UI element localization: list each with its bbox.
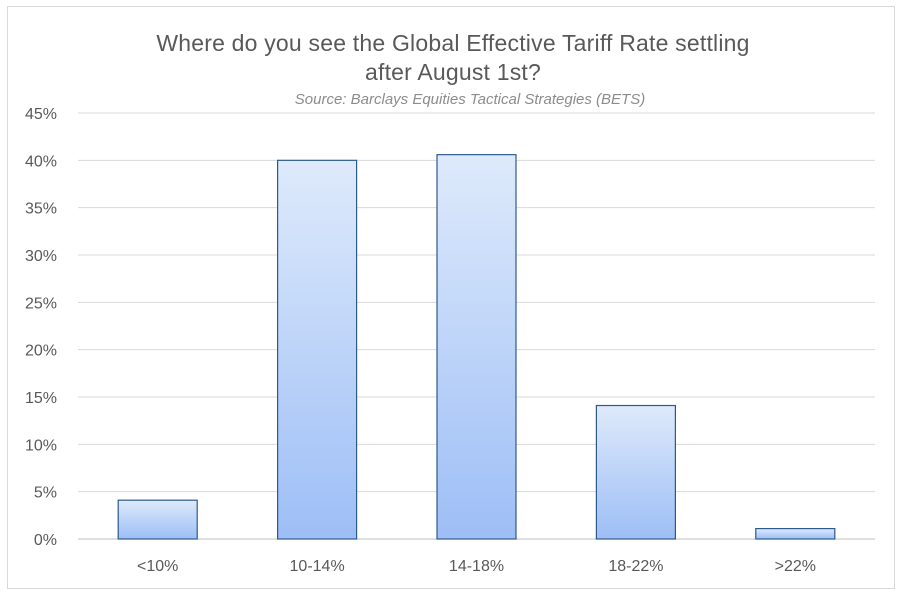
y-tick-label: 5% (34, 485, 57, 502)
bar (277, 159, 358, 540)
bar (755, 527, 836, 540)
bars (117, 154, 836, 540)
bar (595, 404, 677, 540)
y-tick-label: 40% (25, 153, 57, 170)
y-tick-label: 10% (25, 437, 57, 454)
x-tick-label: 18-22% (608, 558, 663, 575)
y-tick-label: 30% (25, 248, 57, 265)
x-tick-label: 14-18% (449, 558, 504, 575)
bar (117, 499, 198, 540)
bar (436, 154, 517, 540)
y-tick-label: 0% (34, 532, 57, 549)
y-tick-label: 25% (25, 295, 57, 312)
chart-title-line-2: after August 1st? (364, 59, 541, 85)
x-tick-label: <10% (137, 558, 178, 575)
y-tick-label: 35% (25, 201, 57, 218)
x-tick-label: >22% (775, 558, 816, 575)
y-tick-label: 20% (25, 343, 57, 360)
y-tick-label: 45% (25, 106, 57, 123)
y-axis-tick-labels: 0% 5% 10% 15% 20% 25% 30% 35% 40% 45% (25, 106, 57, 549)
y-tick-label: 15% (25, 390, 57, 407)
chart-subtitle: Source: Barclays Equities Tactical Strat… (294, 91, 646, 108)
x-axis-tick-labels: <10% 10-14% 14-18% 18-22% >22% (137, 558, 816, 575)
chart-title-line-1: Where do you see the Global Effective Ta… (156, 30, 750, 56)
x-tick-label: 10-14% (290, 558, 345, 575)
